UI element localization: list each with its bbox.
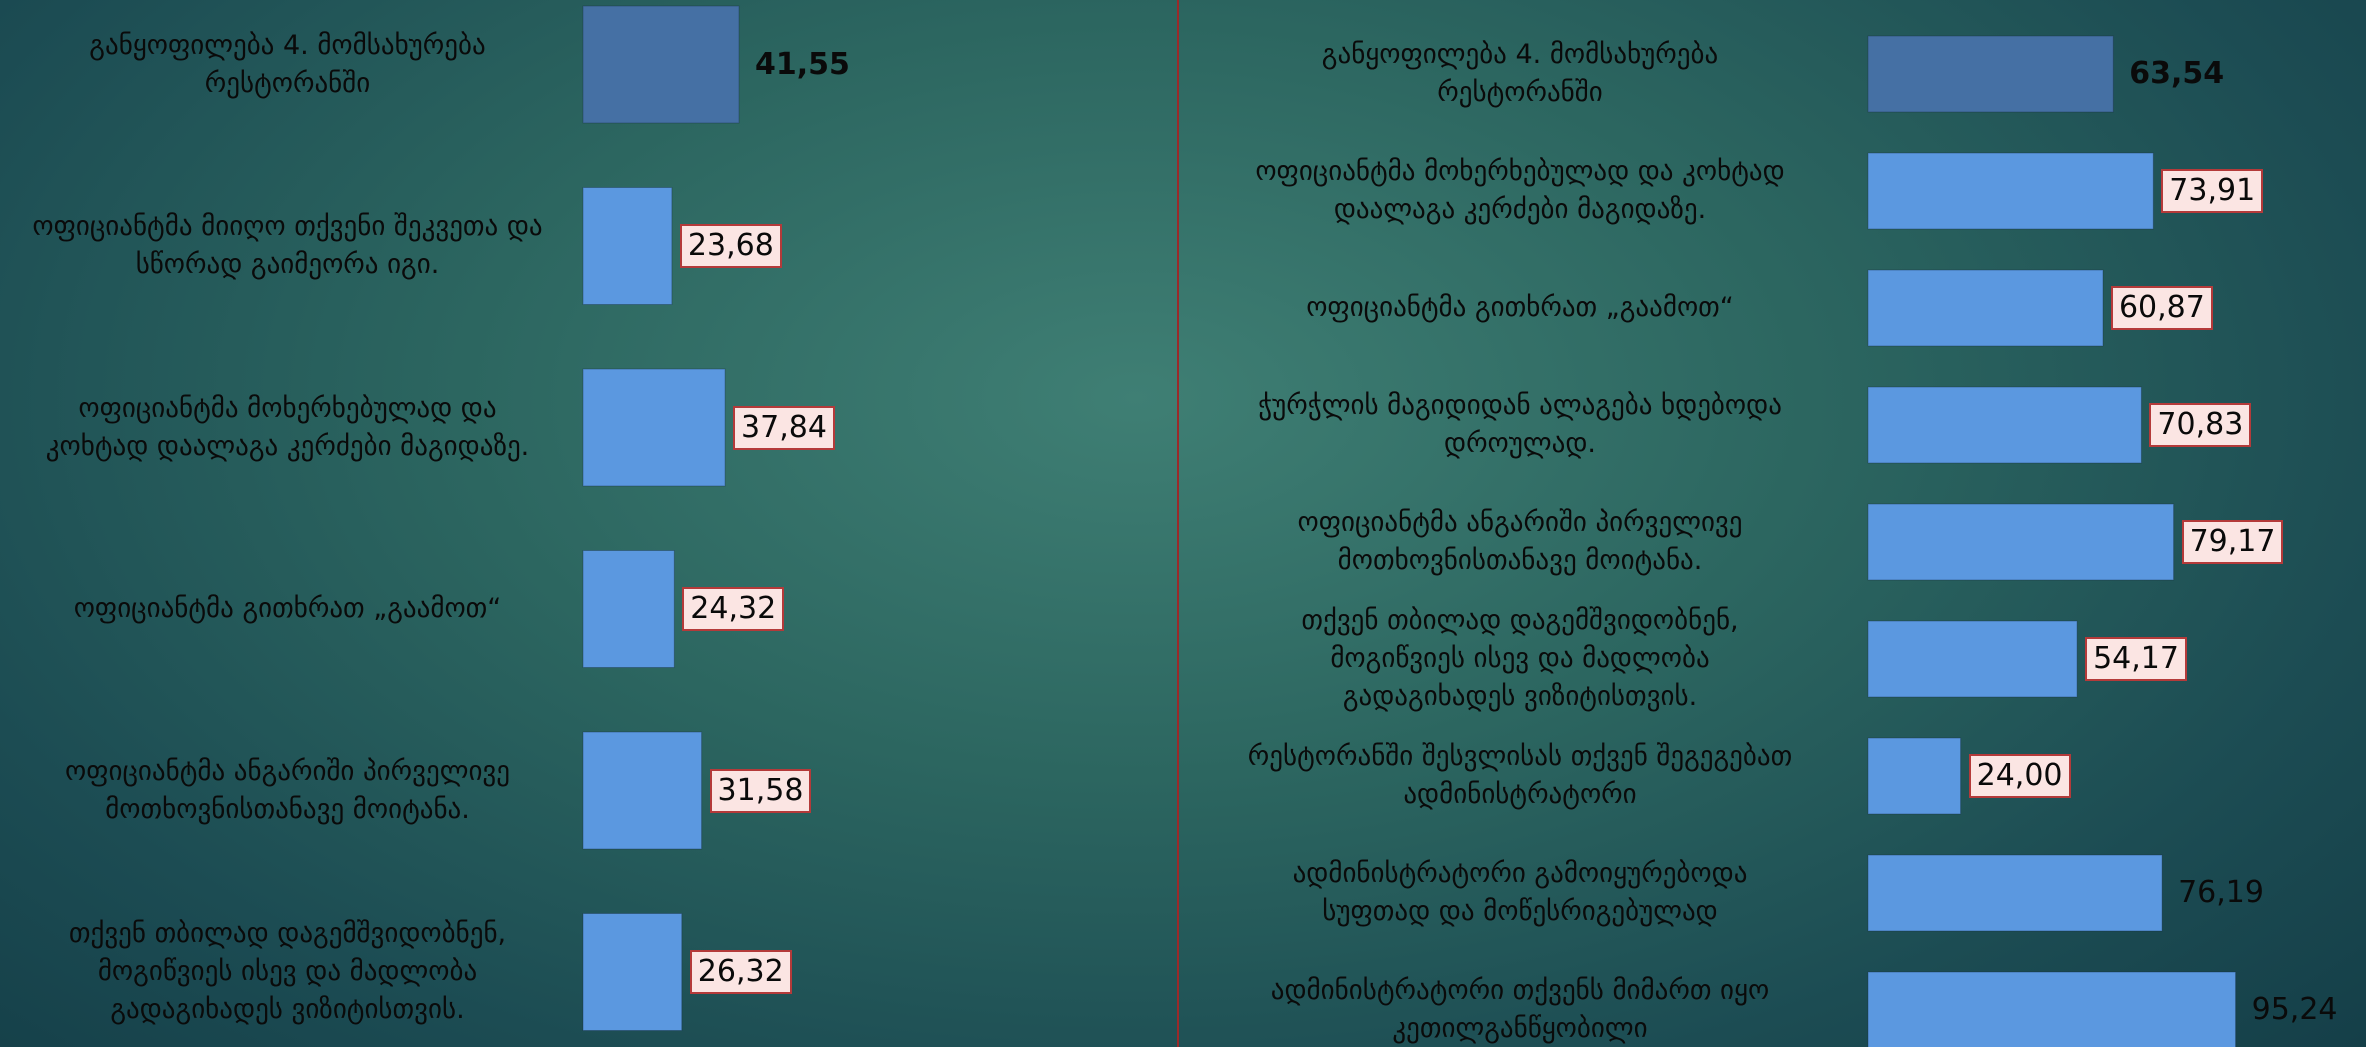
- category-label: ოფიციანტმა მოხერხებულად და კოხტად დაალაგა…: [1255, 156, 1785, 225]
- bar: [1867, 503, 2175, 581]
- bar: [1867, 620, 2078, 698]
- bar: [582, 187, 673, 305]
- data-label: 63,54: [2129, 56, 2225, 91]
- category-label: ჭურჭლის მაგიდიდან ალაგება ხდებოდა დროულად…: [1258, 390, 1782, 459]
- data-label: 41,55: [754, 46, 850, 82]
- bar-section-total: [582, 5, 740, 124]
- data-label: 24,32: [682, 587, 785, 631]
- bar: [582, 731, 703, 850]
- data-label: 95,24: [2251, 992, 2338, 1027]
- data-label: 31,58: [709, 768, 812, 813]
- bar-chart-svg: [582, 5, 740, 1031]
- bar: [1867, 737, 1962, 815]
- data-label: 73,91: [2161, 169, 2264, 213]
- data-label: 70,83: [2149, 403, 2252, 447]
- bar: [1867, 971, 2237, 1047]
- category-label: განყოფილება 4. მომსახურება რესტორანში: [89, 29, 486, 99]
- left-chart-panel: განყოფილება 4. მომსახურება რესტორანში 41,5…: [0, 0, 1175, 1047]
- bar: [582, 550, 675, 668]
- category-label: ოფიციანტმა გითხრათ „გაამოთ“: [73, 593, 502, 624]
- category-label: თქვენ თბილად დაგემშვიდობნენ, მოგიწვიეს ის…: [1301, 605, 1739, 712]
- category-label: ოფიციანტმა მიიღო თქვენი შეკვეთა და სწორად…: [32, 211, 543, 280]
- bar: [1867, 269, 2104, 347]
- bar: [1867, 854, 2163, 932]
- category-label: ოფიციანტმა გითხრათ „გაამოთ“: [1306, 292, 1734, 323]
- bar: [582, 913, 683, 1031]
- category-label: ადმინისტრატორი თქვენს მიმართ იყო კეთილგან…: [1270, 975, 1770, 1044]
- panel-divider: [1177, 0, 1179, 1047]
- category-label: ადმინისტრატორი გამოიყურებოდა სუფთად და მო…: [1292, 858, 1748, 927]
- right-chart-panel: განყოფილება 4. მომსახურება რესტორანში 63,5…: [1180, 0, 2366, 1047]
- category-label: რესტორანში შესვლისას თქვენ შეგეგებათ ადმი…: [1247, 741, 1793, 810]
- data-label: 79,17: [2181, 520, 2284, 564]
- category-label: ოფიციანტმა მოხერხებულად და კოხტად დაალაგა…: [45, 392, 530, 462]
- bar: [1867, 386, 2142, 464]
- bar: [1867, 152, 2154, 230]
- category-label: ოფიციანტმა ანგარიში პირველივე მოთხოვნისთა…: [1297, 507, 1743, 576]
- data-label: 26,32: [689, 950, 792, 994]
- data-label: 37,84: [733, 405, 835, 450]
- category-label: თქვენ თბილად დაგემშვიდობნენ, მოგიწვიეს ის…: [68, 918, 507, 1025]
- data-label: 23,68: [679, 224, 782, 268]
- bar: [582, 368, 726, 487]
- data-label: 76,19: [2178, 875, 2264, 910]
- bar-chart-svg: [1867, 35, 2237, 1047]
- data-label: 24,00: [1968, 754, 2071, 798]
- data-label: 54,17: [2085, 637, 2187, 681]
- category-label: ოფიციანტმა ანგარიში პირველივე მოთხოვნისთა…: [65, 755, 510, 825]
- bar-section-total: [1867, 35, 2114, 113]
- data-label: 60,87: [2110, 286, 2213, 330]
- category-label: განყოფილება 4. მომსახურება რესტორანში: [1321, 39, 1719, 108]
